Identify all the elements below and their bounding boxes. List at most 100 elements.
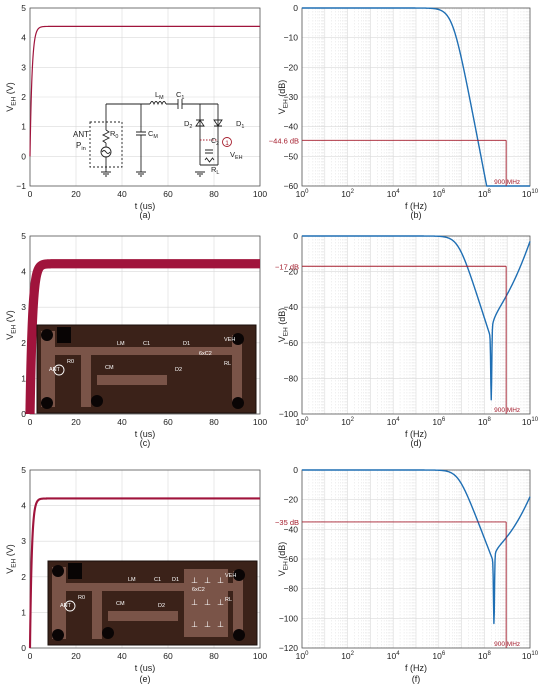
y-axis-label-main: V xyxy=(277,336,287,342)
y-tick-label: 2 xyxy=(21,92,26,102)
pcb-label-d2: D2 xyxy=(175,367,182,373)
y-tick-label: 4 xyxy=(21,33,26,43)
pcb-cap: ⊥ xyxy=(191,620,198,629)
y-axis-label: VEH (dB) xyxy=(277,542,290,577)
label-d1-sub: 1 xyxy=(241,124,244,130)
pcb-label-ant: ANT xyxy=(60,603,72,609)
y-axis-label-unit: (dB) xyxy=(277,542,287,562)
x-tick-exp: 8 xyxy=(487,189,491,195)
y-tick-label: −50 xyxy=(284,151,299,161)
pcb-via xyxy=(91,395,103,407)
x-tick-exp: 0 xyxy=(305,651,309,657)
y-axis-label-main: V xyxy=(5,568,15,574)
x-tick-exp: 0 xyxy=(305,417,309,423)
pcb-trace xyxy=(55,347,234,355)
x-tick-exp: 6 xyxy=(442,651,446,657)
x-tick-label: 20 xyxy=(71,417,81,427)
x-tick-label: 80 xyxy=(209,417,219,427)
pcb-label-c2: 6xC2 xyxy=(199,351,212,357)
resistor-rl xyxy=(204,157,215,163)
pcb-label-rl: RL xyxy=(224,361,231,367)
x-tick-label: 100 xyxy=(296,651,309,661)
panel-caption: (a) xyxy=(140,210,151,220)
axes-frame xyxy=(29,469,261,649)
y-axis-label-sub: EH xyxy=(283,561,290,570)
y-tick-label: 4 xyxy=(21,501,26,511)
panel-caption: (d) xyxy=(411,438,422,448)
capacitor-c1 xyxy=(177,99,183,109)
y-tick-label: −120 xyxy=(279,643,298,653)
pcb-cap: ⊥ xyxy=(204,576,211,585)
x-tick-label: 60 xyxy=(163,651,173,661)
x-tick-label: 20 xyxy=(71,651,81,661)
x-tick-base: 10 xyxy=(341,417,351,427)
y-tick-label: −20 xyxy=(284,267,299,277)
schematic-inset xyxy=(89,99,232,177)
y-axis-label: VEH (dB) xyxy=(277,80,290,115)
pcb-inset: ⊥ ⊥ ⊥ ⊥ ⊥ ⊥ ⊥ ⊥ ⊥ ANT R0 CM LM C1 D1 D2 6xC2 RL VEH xyxy=(47,560,258,646)
x-tick-label: 1010 xyxy=(522,417,539,427)
x-tick-exp: 10 xyxy=(531,651,538,657)
pcb-via xyxy=(233,629,245,641)
pcb-trace xyxy=(97,375,167,385)
x-tick-label: 40 xyxy=(117,417,127,427)
x-tick-exp: 6 xyxy=(442,189,446,195)
x-tick-exp: 6 xyxy=(442,417,446,423)
y-tick-label: −60 xyxy=(284,181,299,191)
cap-gap xyxy=(178,99,182,109)
panel-caption: (b) xyxy=(411,210,422,220)
pcb-cap: ⊥ xyxy=(217,576,224,585)
pcb-trace xyxy=(81,355,91,407)
ground xyxy=(136,171,146,177)
y-axis-label: VEH (dB) xyxy=(277,308,290,343)
pcb-cap: ⊥ xyxy=(191,598,198,607)
x-tick-exp: 8 xyxy=(487,417,491,423)
y-tick-label: −30 xyxy=(284,92,299,102)
label-lm: LM xyxy=(155,90,164,101)
y-tick-label: 3 xyxy=(21,302,26,312)
series-line xyxy=(301,469,531,625)
y-axis-label-sub: EH xyxy=(11,324,18,333)
grid xyxy=(29,7,261,187)
y-axis-label-main: V xyxy=(5,334,15,340)
y-axis-label: VEH (V) xyxy=(5,82,18,112)
x-tick-label: 40 xyxy=(117,189,127,199)
y-axis-label-sub: EH xyxy=(283,99,290,108)
x-tick-label: 100 xyxy=(253,651,267,661)
x-axis-label: f (Hz) xyxy=(405,663,427,673)
y-axis-label: VEH (V) xyxy=(5,544,18,574)
x-tick-exp: 10 xyxy=(531,417,538,423)
series-line xyxy=(29,25,260,157)
x-tick-label: 102 xyxy=(341,417,354,427)
y-tick-label: 0 xyxy=(293,3,298,13)
pcb-label-d1: D1 xyxy=(183,341,190,347)
x-tick-base: 10 xyxy=(432,189,442,199)
label-c2-main: C xyxy=(211,138,216,145)
label-c2: C2 xyxy=(211,138,219,147)
pcb-cap: ⊥ xyxy=(204,620,211,629)
y-tick-label: 5 xyxy=(21,3,26,13)
x-tick-exp: 2 xyxy=(351,651,355,657)
pcb-label-c2: 6xC2 xyxy=(192,587,205,593)
x-tick-label: 1010 xyxy=(522,651,539,661)
axes-frame xyxy=(29,7,261,187)
pcb-label-c1: C1 xyxy=(143,341,150,347)
label-d2-sub: 2 xyxy=(189,124,192,130)
y-axis-label-unit: (V) xyxy=(5,82,15,97)
diode-d1 xyxy=(213,119,223,127)
x-tick-label: 102 xyxy=(341,189,354,199)
pcb-trace xyxy=(233,571,243,635)
label-c2-sub: 2 xyxy=(216,141,219,147)
x-tick-base: 10 xyxy=(522,417,532,427)
y-axis-label-main: V xyxy=(5,106,15,112)
label-pin-main: P xyxy=(76,141,81,150)
pcb-label-r0: R0 xyxy=(67,359,74,365)
y-tick-label: −10 xyxy=(284,33,299,43)
pcb-pad xyxy=(57,327,71,343)
freq-marker-label: 900 MHz xyxy=(494,641,520,648)
freq-marker-label: 900 MHz xyxy=(494,179,520,186)
